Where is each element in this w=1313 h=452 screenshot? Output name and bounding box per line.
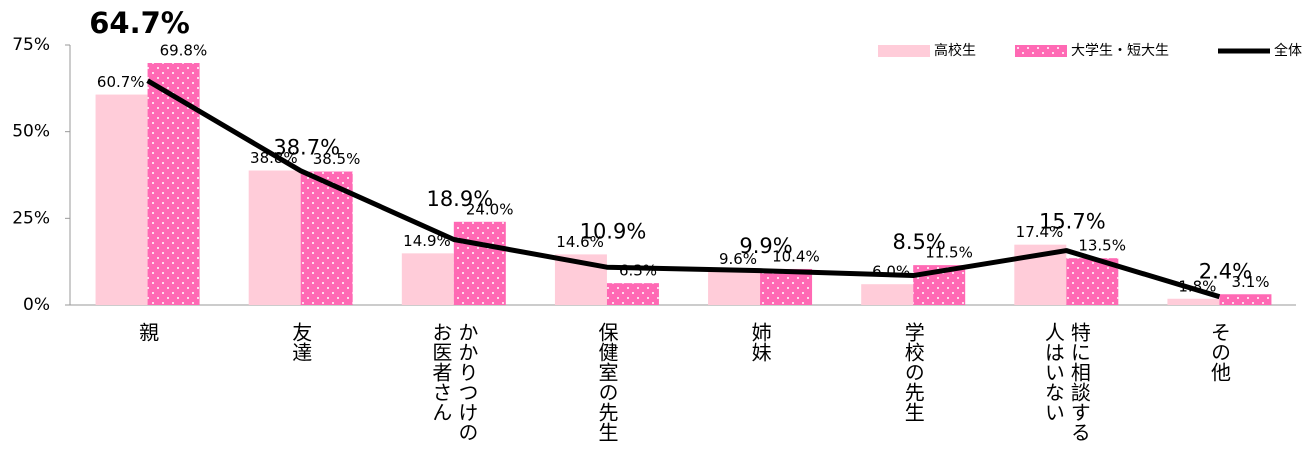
legend-pattern: [1015, 45, 1067, 57]
data-label: 9.6%: [719, 250, 757, 268]
x-tick-label: 友達: [288, 322, 313, 362]
data-label: 14.6%: [556, 233, 604, 251]
data-label: 13.5%: [1078, 237, 1126, 255]
data-label: 38.5%: [313, 150, 361, 168]
y-tick-label: 50%: [12, 122, 50, 142]
line: [146, 78, 1221, 300]
bar-pattern: [606, 283, 659, 305]
data-label: 69.8%: [160, 42, 208, 60]
data-label: 11.5%: [925, 244, 973, 262]
bar: [95, 94, 148, 305]
x-tick-label: その他: [1207, 322, 1232, 382]
total-label: 10.9%: [580, 219, 647, 243]
data-label: 60.7%: [97, 73, 145, 91]
total-label: 38.7%: [273, 135, 340, 159]
total-label: 8.5%: [893, 230, 946, 254]
total-label: 2.4%: [1199, 259, 1252, 283]
x-tick-label: 特に相談する 人はいない: [1041, 322, 1092, 442]
total-label: 64.7%: [89, 6, 190, 40]
bar-pattern: [147, 63, 200, 305]
bar: [401, 253, 454, 305]
y-tick-label: 0%: [23, 295, 50, 315]
data-label: 10.4%: [772, 247, 820, 265]
x-tick-label: 姉妹: [748, 322, 773, 362]
bar-pattern: [1219, 294, 1272, 305]
total-label: 18.9%: [426, 187, 493, 211]
x-tick-label: 親: [135, 322, 160, 342]
data-label: 17.4%: [1016, 223, 1064, 241]
total-label: 9.9%: [739, 234, 792, 258]
legend-label: 全体: [1274, 42, 1302, 59]
y-tick-label: 75%: [12, 35, 50, 55]
legend-label: 高校生: [934, 42, 976, 59]
bar: [248, 170, 301, 305]
y-tick-label: 25%: [12, 208, 50, 228]
legend-label: 大学生・短大生: [1071, 43, 1169, 59]
data-label: 14.9%: [403, 232, 451, 250]
bar: [1167, 298, 1220, 305]
bar: [861, 284, 914, 305]
bar-pattern: [300, 171, 353, 305]
total-label: 15.7%: [1039, 210, 1106, 234]
data-label: 3.1%: [1231, 273, 1269, 291]
x-tick-label: 学校の先生: [901, 322, 926, 422]
data-label: 24.0%: [466, 200, 514, 218]
bar-pattern: [453, 221, 506, 305]
x-tick-label: かかりつけの お医者さん: [428, 322, 479, 442]
x-tick-label: 保健室の先生: [594, 322, 619, 442]
legend-swatch: [878, 45, 930, 57]
bar-pattern: [760, 268, 813, 305]
bar: [708, 271, 761, 305]
data-label: 6.0%: [872, 263, 910, 281]
